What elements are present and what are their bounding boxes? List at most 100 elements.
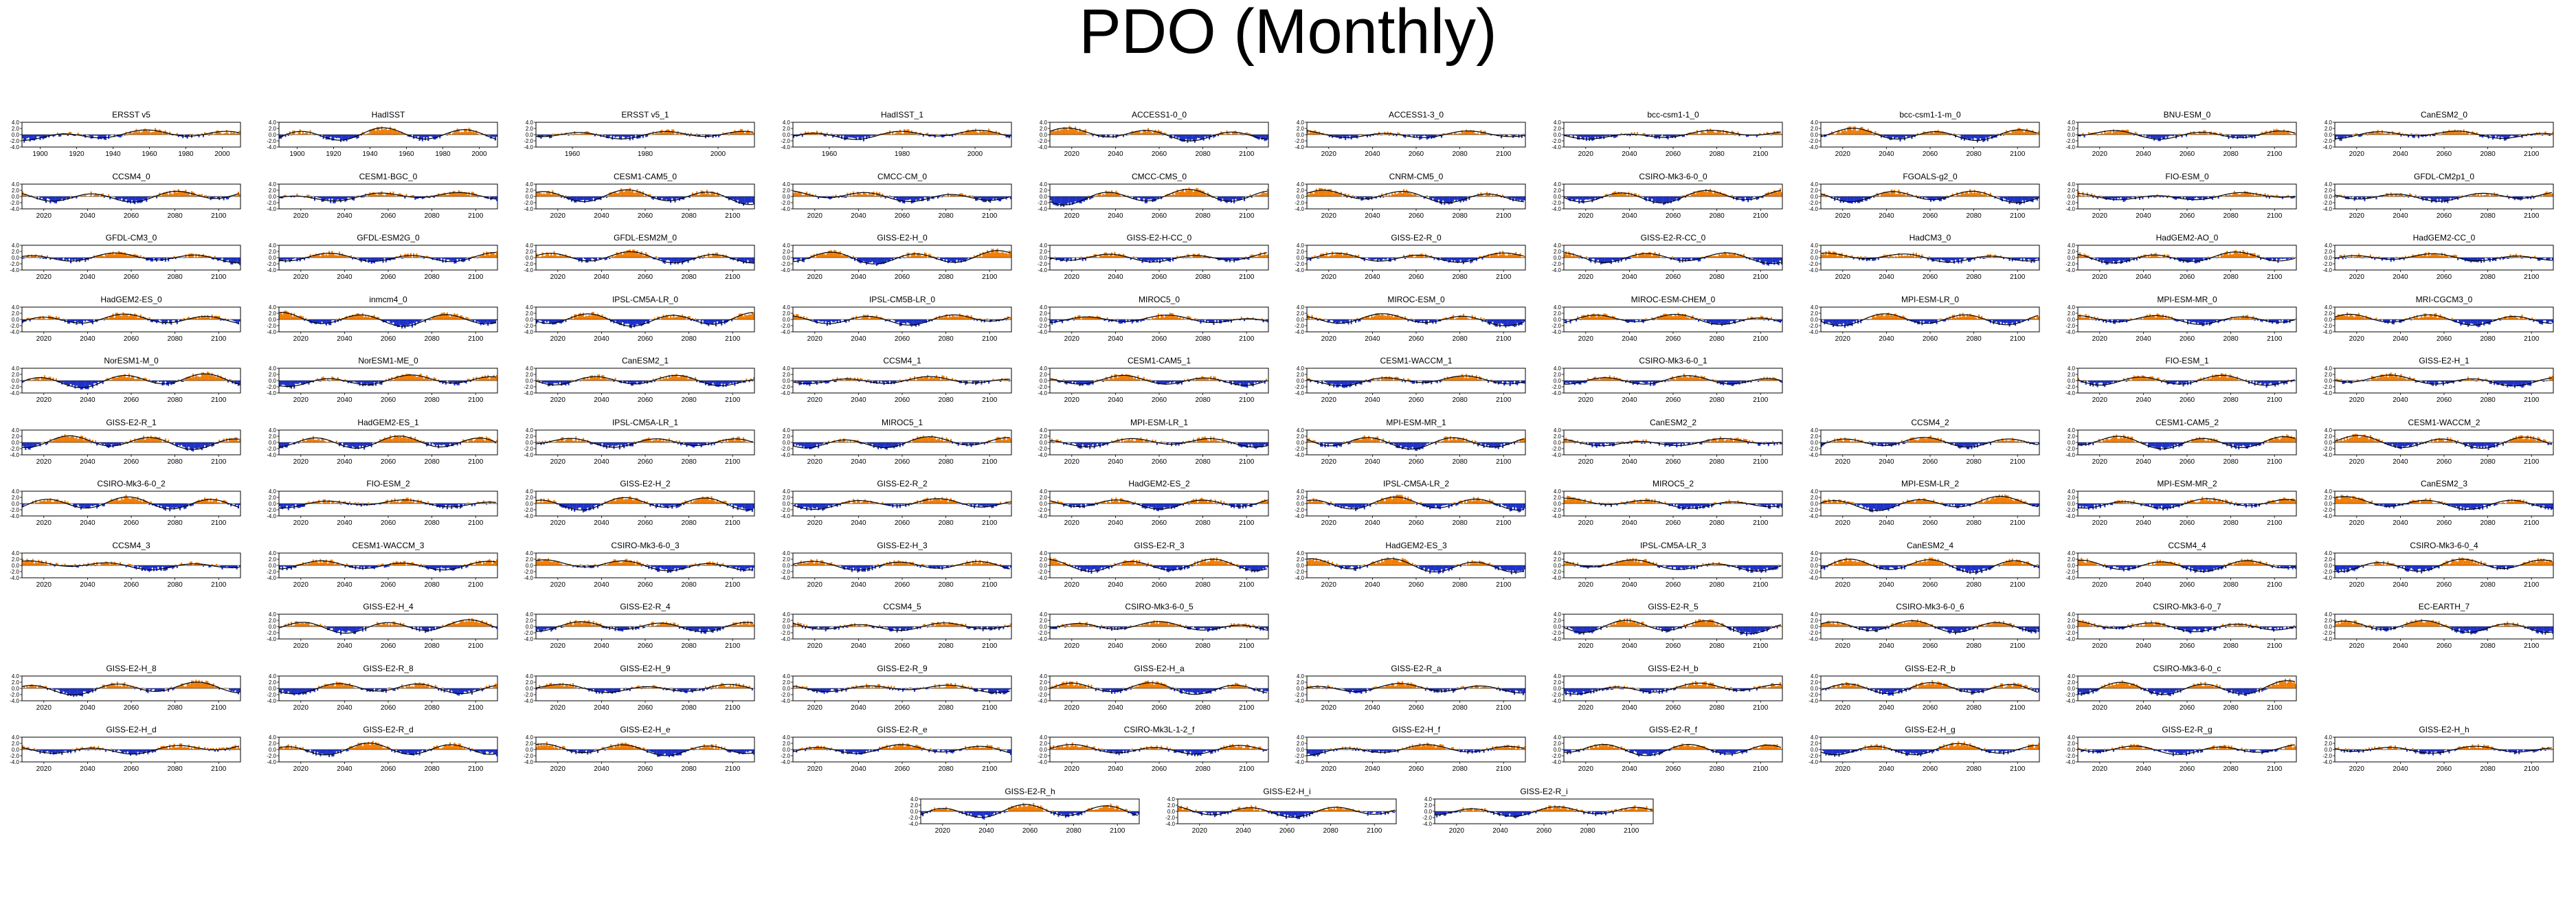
x-tick-label: 2080 [2480, 581, 2496, 589]
x-tick-label: 2080 [167, 765, 183, 773]
x-tick-label: 2080 [1452, 396, 1468, 404]
y-tick-label: 0.0 [526, 317, 534, 323]
negative-fill [52, 565, 241, 572]
panel-title: CSIRO-Mk3-6-0_7 [2153, 602, 2221, 611]
y-tick-label: 0.0 [2068, 624, 2076, 630]
x-tick-label: 2080 [2480, 396, 2496, 404]
x-tick-label: 2080 [938, 704, 954, 712]
panel-title: GISS-E2-R_1 [106, 418, 157, 427]
panel-title: CSIRO-Mk3L-1-2_f [1124, 725, 1195, 734]
y-tick-label: 2.0 [783, 311, 791, 317]
x-tick-label: 2060 [2437, 396, 2452, 404]
x-tick-label: 2100 [468, 212, 484, 220]
y-tick-label: -4.0 [781, 759, 790, 765]
y-tick-label: 0.0 [269, 686, 277, 692]
positive-fill [2078, 373, 2289, 381]
panel-title: HadGEM2-ES_0 [100, 295, 162, 304]
y-tick-label: -2.0 [10, 138, 19, 144]
y-tick-label: -2.0 [1295, 323, 1304, 329]
x-tick-label: 2040 [337, 273, 352, 281]
x-tick-label: 2020 [2349, 642, 2365, 650]
y-tick-label: -4.0 [1808, 759, 1818, 765]
x-tick-label: 2100 [1753, 335, 1769, 343]
x-tick-label: 2080 [1966, 704, 1982, 712]
x-tick-label: 2080 [167, 212, 183, 220]
y-tick-label: 4.0 [2068, 550, 2076, 556]
y-tick-label: 4.0 [1811, 120, 1819, 126]
running-mean-line [2334, 374, 2552, 387]
negative-fill [921, 811, 1140, 820]
x-tick-label: 2060 [1666, 642, 1681, 650]
y-tick-label: -2.0 [1552, 446, 1561, 452]
x-tick-label: 2080 [1195, 765, 1211, 773]
x-tick-label: 2060 [1666, 212, 1681, 220]
y-tick-label: -4.0 [267, 144, 276, 150]
x-tick-label: 2040 [1622, 519, 1637, 527]
x-tick-label: 2100 [1239, 335, 1255, 343]
positive-fill [1598, 618, 1783, 627]
y-tick-label: 4.0 [1811, 427, 1819, 434]
x-tick-label: 2040 [851, 212, 866, 220]
y-tick-label: 0.0 [1297, 317, 1305, 323]
x-tick-label: 2080 [1066, 827, 1082, 835]
y-tick-label: -2.0 [1422, 815, 1432, 821]
x-tick-label: 2100 [725, 765, 741, 773]
positive-fill [556, 620, 755, 627]
negative-fill [563, 565, 755, 573]
positive-fill [1307, 495, 1503, 504]
x-tick-label: 2100 [2524, 273, 2540, 281]
x-tick-label: 2020 [807, 642, 823, 650]
x-tick-label: 2080 [1452, 150, 1468, 158]
y-tick-label: 0.0 [1554, 624, 1562, 630]
x-tick-label: 2060 [1666, 396, 1681, 404]
y-tick-label: -4.0 [10, 390, 19, 396]
y-tick-label: 0.0 [526, 132, 534, 138]
x-tick-label: 2020 [550, 212, 566, 220]
y-tick-label: 4.0 [269, 427, 277, 434]
positive-fill [2078, 743, 2297, 750]
x-tick-label: 2020 [1835, 642, 1851, 650]
y-tick-label: 0.0 [1297, 686, 1305, 692]
x-tick-label: 2080 [1452, 335, 1468, 343]
y-tick-label: 4.0 [1040, 550, 1048, 556]
x-tick-label: 2020 [2092, 396, 2108, 404]
y-tick-label: -4.0 [2322, 513, 2332, 519]
y-tick-label: 2.0 [12, 311, 20, 317]
y-tick-label: 0.0 [2325, 255, 2333, 261]
running-mean-line [1435, 806, 1653, 817]
x-tick-label: 2040 [1108, 335, 1123, 343]
y-tick-label: 4.0 [783, 181, 791, 188]
y-tick-label: 4.0 [1040, 427, 1048, 434]
x-tick-label: 2100 [1496, 212, 1512, 220]
y-tick-label: -2.0 [267, 507, 276, 513]
positive-fill [806, 248, 1012, 258]
y-tick-label: -2.0 [781, 138, 790, 144]
positive-fill [1564, 495, 1751, 504]
running-mean-line [1049, 252, 1268, 262]
x-tick-label: 2080 [938, 458, 954, 466]
running-mean-line [1820, 190, 2039, 203]
running-mean-line [792, 561, 1011, 571]
x-tick-label: 2100 [468, 704, 484, 712]
y-tick-label: -4.0 [267, 575, 276, 581]
x-tick-label: 2080 [681, 642, 697, 650]
x-tick-label: 2080 [2223, 150, 2239, 158]
x-tick-label: 2080 [2223, 396, 2239, 404]
y-tick-label: 4.0 [2068, 120, 2076, 126]
x-tick-label: 2020 [1578, 273, 1594, 281]
x-tick-label: 2020 [1578, 212, 1594, 220]
y-tick-label: -4.0 [2065, 206, 2075, 212]
x-tick-label: 2060 [124, 335, 139, 343]
y-tick-label: -4.0 [1808, 267, 1818, 273]
x-tick-label: 2040 [851, 642, 866, 650]
positive-fill [1821, 494, 2028, 504]
